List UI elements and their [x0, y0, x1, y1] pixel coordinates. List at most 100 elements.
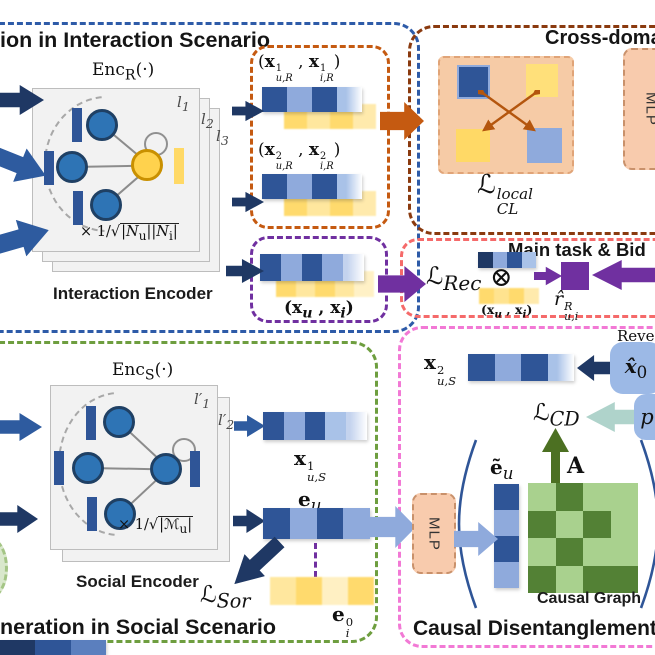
contrastive-square-item2 — [456, 129, 490, 162]
feature-bar — [73, 191, 83, 225]
bar-segment — [301, 254, 323, 281]
bar-segment — [263, 412, 284, 440]
matrix-cell — [610, 483, 638, 511]
bar-segment — [260, 254, 281, 281]
mlp-box-causal: MLP — [412, 493, 456, 574]
matrix-cell — [555, 565, 583, 593]
bar-segment — [492, 252, 507, 268]
otimes-operator: ⊗ — [490, 262, 513, 293]
right-bracket — [639, 439, 655, 609]
social-normalizer: × 1/√|ℳu| — [118, 516, 194, 536]
mini-item-bar — [479, 288, 539, 304]
matrix-cell — [610, 565, 638, 593]
matrix-cell — [583, 483, 611, 511]
bar-segment — [494, 484, 519, 510]
bar-segment — [521, 354, 548, 381]
left-bracket — [457, 439, 478, 609]
bar-segment — [35, 640, 71, 655]
x1-social-bar — [263, 412, 367, 440]
interaction-normalizer: × 1/√|Nu||Ni| — [80, 223, 179, 243]
causal-disentanglement-box — [398, 326, 655, 648]
loss-rec: ℒRec — [426, 262, 482, 295]
bar-segment — [316, 508, 344, 539]
pair1-user-embedding-bar — [262, 87, 362, 112]
feature-bar — [190, 451, 200, 487]
ei0-bar — [270, 577, 374, 605]
eu-ei-dashed-link — [314, 543, 317, 577]
social-encoder-label: EncS(·) — [112, 360, 174, 384]
bar-segment — [325, 412, 347, 440]
causal-graph-caption: Causal Graph — [537, 590, 642, 607]
feature-bar — [54, 451, 64, 485]
augmented-pairs-box — [250, 45, 390, 229]
matrix-cell — [528, 510, 556, 538]
mlp-label: MLP — [425, 516, 443, 551]
interaction-encoder-label: EncR(·) — [92, 60, 155, 84]
bar-segment — [280, 254, 302, 281]
bar-segment — [304, 412, 326, 440]
bar-segment — [346, 412, 367, 440]
layer-label-l2: l2 — [201, 110, 214, 131]
bar-segment — [287, 87, 312, 112]
main-task-title: Main task & Bid — [508, 239, 646, 260]
feature-bar — [72, 108, 82, 142]
social-scenario-box — [0, 341, 378, 643]
bar-segment — [312, 174, 337, 199]
p-box: p — [634, 394, 655, 440]
xhat-label: x̂0 — [624, 354, 648, 382]
bar-segment — [343, 508, 370, 539]
matrix-cell — [555, 483, 583, 511]
graph-node-user — [104, 498, 136, 530]
matrix-cell — [528, 483, 556, 511]
bar-segment — [478, 252, 493, 268]
bar-segment — [270, 577, 296, 605]
contrastive-square-user2 — [527, 128, 562, 163]
reversed-text-fragment: Reve — [617, 327, 655, 345]
social-layer-label-2: l′2 — [218, 411, 235, 432]
x2-social-label: x 2 u,S — [424, 350, 457, 388]
feature-bar-yellow — [174, 148, 184, 184]
matrix-cell — [528, 565, 556, 593]
contrast-cross-arrows — [478, 90, 540, 132]
mlp-box-top: MLP — [623, 48, 655, 170]
main-pair-label: (xu , xi) — [284, 298, 354, 322]
bar-segment — [348, 577, 374, 605]
mini-pair-label: (xu , xi) — [481, 302, 533, 321]
matrix-cell — [610, 538, 638, 566]
loss-sor: ℒSor — [200, 582, 251, 613]
etilde-label: ẽu — [490, 455, 514, 483]
bar-segment — [70, 640, 106, 655]
mlp-label: MLP — [642, 92, 655, 126]
matrix-cell — [555, 510, 583, 538]
etilde-bar — [494, 484, 519, 588]
cross-domain-title: Cross-doma — [545, 27, 655, 49]
bar-segment — [494, 354, 521, 381]
bar-segment — [283, 412, 305, 440]
feature-bar — [86, 406, 96, 440]
pair1-label: (x 1 u,R , x 1 i,R) — [258, 52, 341, 84]
cropped-corner-bar — [0, 640, 106, 655]
bar-segment — [322, 577, 348, 605]
social-encoder-caption: Social Encoder — [76, 572, 199, 591]
eu-bar — [263, 508, 370, 539]
adjacency-label: A — [567, 453, 585, 479]
bar-segment — [494, 562, 519, 588]
matrix-cell — [583, 510, 611, 538]
interaction-scenario-box — [0, 22, 420, 333]
p-label: p — [640, 405, 654, 429]
cd-arrow-shaft — [551, 448, 560, 504]
bar-segment — [322, 254, 344, 281]
matrix-cell — [555, 538, 583, 566]
interaction-title: ion in Interaction Scenario — [0, 28, 270, 52]
bar-segment — [468, 354, 495, 381]
bar-segment — [509, 288, 524, 304]
bar-segment — [262, 87, 287, 112]
matrix-cell — [528, 538, 556, 566]
feature-bar — [44, 151, 54, 185]
bar-segment — [337, 174, 362, 199]
bar-segment — [547, 354, 574, 381]
bar-segment — [312, 87, 337, 112]
